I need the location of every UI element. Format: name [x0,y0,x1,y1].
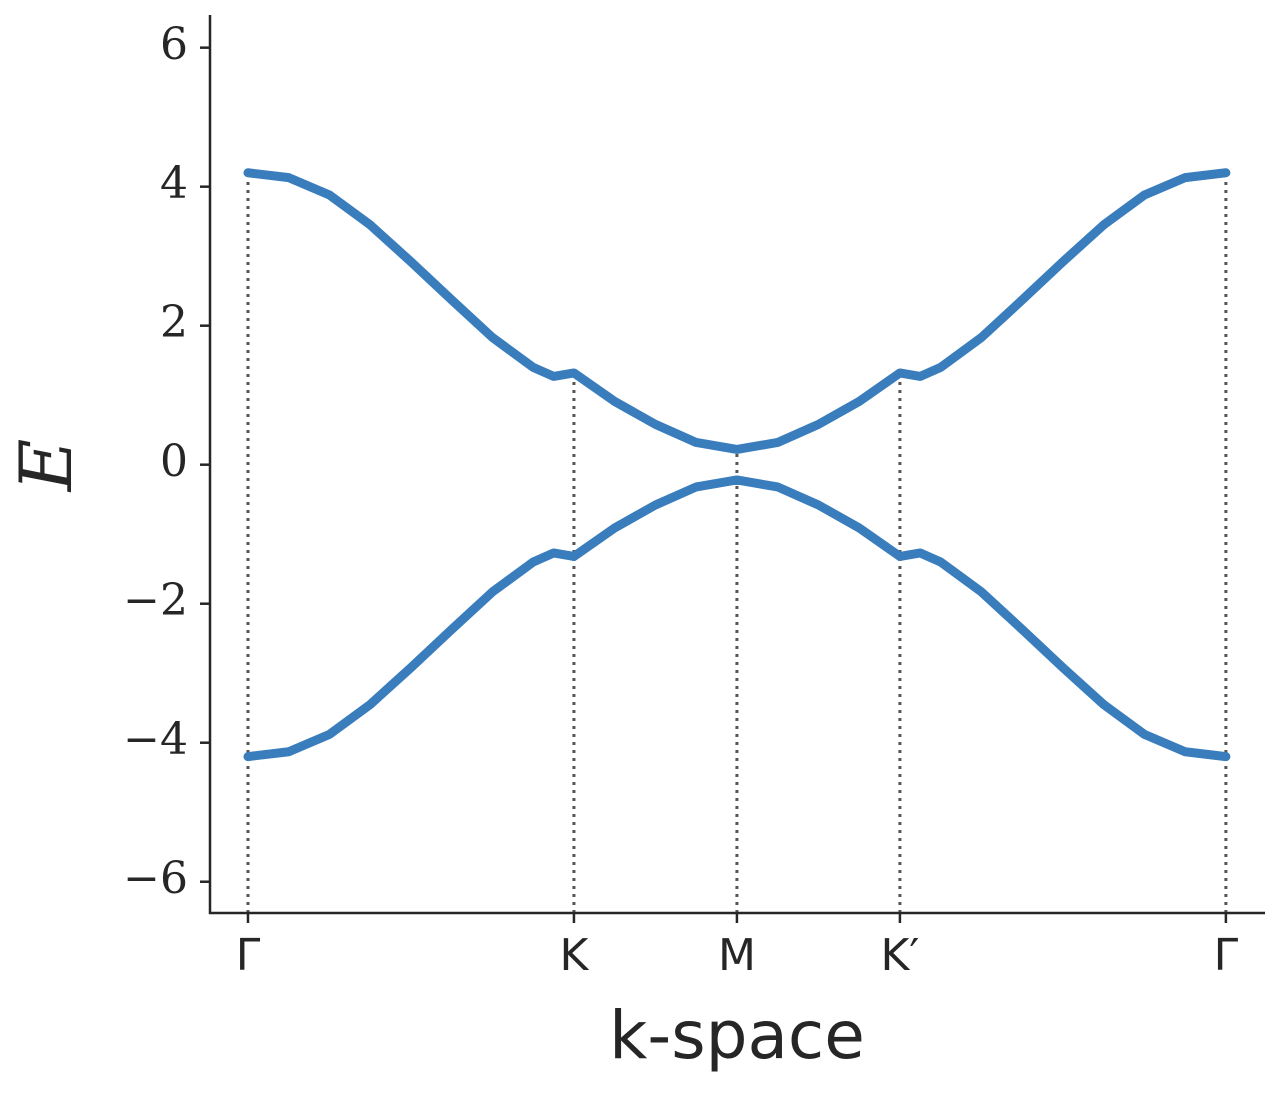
y-tick-label: −4 [123,714,188,765]
y-tick-label: 6 [160,19,188,70]
x-tick-label: Γ [236,930,261,981]
y-tick-label: 4 [160,158,188,209]
band-line [243,475,1231,762]
x-tick-label: Γ [1214,930,1239,981]
y-tick-label: −2 [123,575,188,626]
x-tick-label: K [560,930,590,981]
y-tick-label: 0 [160,436,188,487]
band-line [243,168,1231,454]
x-tick-label: M [718,930,756,981]
y-axis-label: E [4,439,88,494]
y-tick-label: 2 [160,297,188,348]
x-axis-label: k-space [609,997,865,1074]
x-tick-label: K′ [880,930,919,981]
plot-area [243,168,1231,913]
y-tick-label: −6 [123,853,188,904]
